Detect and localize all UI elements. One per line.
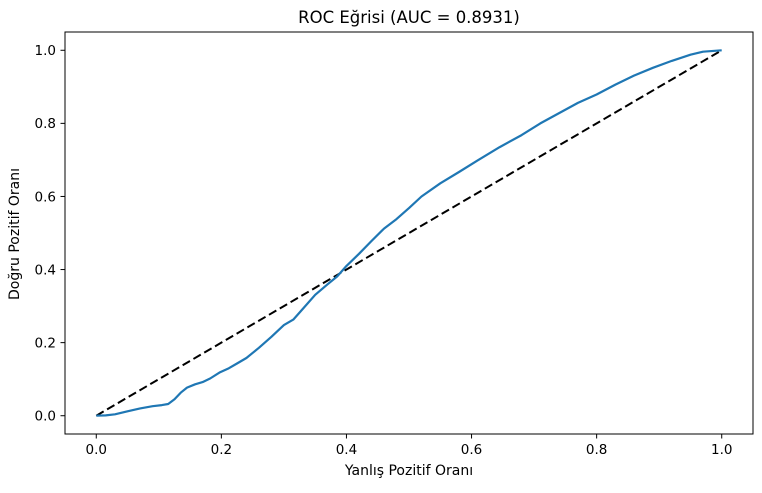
y-tick-label: 0.8 xyxy=(35,116,56,132)
y-tick-label: 1.0 xyxy=(35,43,56,59)
x-tick-label: 0.6 xyxy=(461,442,482,458)
x-tick-label: 1.0 xyxy=(711,442,732,458)
x-tick-label: 0.0 xyxy=(86,442,107,458)
x-tick-label: 0.4 xyxy=(336,442,357,458)
y-tick-label: 0.4 xyxy=(35,262,56,278)
x-axis-label: Yanlış Pozitif Oranı xyxy=(344,463,473,479)
x-tick-label: 0.2 xyxy=(211,442,232,458)
y-tick-label: 0.0 xyxy=(35,409,56,425)
chart-title: ROC Eğrisi (AUC = 0.8931) xyxy=(298,8,520,27)
x-tick-label: 0.8 xyxy=(586,442,607,458)
y-tick-label: 0.2 xyxy=(35,335,56,351)
roc-curve-line xyxy=(96,49,722,417)
y-axis-label: Doğru Pozitif Oranı xyxy=(7,168,23,300)
plot-area: 0.0 0.2 0.4 0.6 0.8 1.0 0.0 0.2 0.4 0.6 0.8 1.0 xyxy=(35,31,754,458)
y-tick-label: 0.6 xyxy=(35,189,56,205)
chance-diagonal-line xyxy=(95,49,723,417)
